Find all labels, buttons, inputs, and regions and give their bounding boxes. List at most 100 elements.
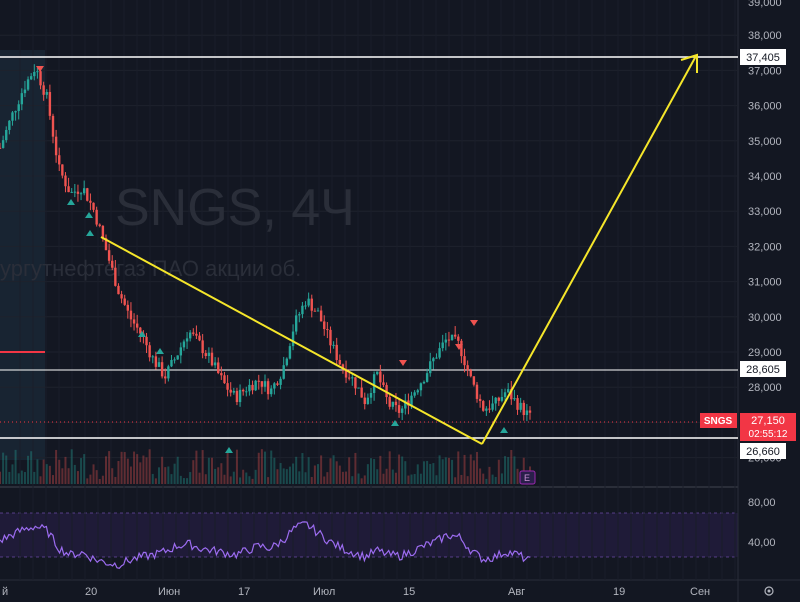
time-label-aug: Авг: [508, 586, 525, 598]
volume-bar: [370, 458, 372, 484]
volume-bar: [404, 461, 407, 484]
candle-body: [11, 112, 14, 121]
volume-bar: [391, 469, 394, 484]
candle-body: [54, 136, 58, 156]
volume-bar: [61, 468, 64, 484]
volume-bar: [469, 454, 472, 484]
candle-body: [488, 408, 491, 410]
candle-body: [357, 387, 360, 389]
candle-body: [160, 362, 164, 377]
volume-bar: [438, 455, 441, 484]
history-highlight: [0, 50, 45, 460]
candle-body: [503, 392, 507, 397]
candle-body: [263, 381, 267, 387]
candle-body: [126, 304, 130, 311]
candle-body: [294, 315, 298, 332]
candle-body: [301, 305, 304, 315]
level-tag-37405-text: 37,405: [746, 52, 780, 64]
candle-body: [254, 380, 257, 391]
time-label-jul: Июл: [313, 586, 335, 598]
candle-body: [528, 410, 532, 413]
volume-bar: [301, 453, 304, 484]
volume-bar: [136, 454, 139, 484]
candle-body: [1, 140, 5, 148]
trendline-up[interactable]: [481, 55, 697, 445]
volume-bar: [279, 463, 282, 484]
candle-body: [98, 224, 101, 226]
volume-bar: [388, 451, 391, 484]
candle-body: [429, 361, 432, 374]
price-tick: 35,000: [748, 136, 782, 148]
candle-body: [276, 383, 279, 385]
price-tick: 29,000: [748, 347, 782, 359]
candle-body: [332, 344, 335, 346]
volume-bar: [126, 458, 129, 484]
volume-bar: [360, 478, 363, 484]
volume-bar: [142, 455, 145, 484]
volume-bar: [407, 475, 410, 484]
candle-body: [129, 310, 133, 320]
volume-bar: [298, 471, 301, 484]
candle-body: [148, 345, 151, 358]
candle-body: [288, 346, 292, 359]
time-axis[interactable]: й 20 Июн 17 Июл 15 Авг 19 Сен: [2, 586, 710, 598]
candle-body: [33, 71, 36, 77]
volume-bar: [413, 474, 416, 484]
buy-signal-icon: [86, 230, 94, 236]
volume-bar: [0, 471, 1, 484]
candle-body: [114, 267, 117, 286]
candle-body: [335, 344, 338, 360]
volume-bar: [114, 476, 117, 484]
candle-body: [95, 209, 98, 225]
time-label-19: 19: [613, 586, 625, 598]
pane-divider[interactable]: [0, 486, 738, 488]
volume-bar: [176, 456, 179, 484]
price-tick: 34,000: [748, 171, 782, 183]
candle-body: [76, 191, 80, 194]
volume-bar: [64, 456, 67, 484]
price-tick: 36,000: [748, 101, 782, 113]
candle-body: [441, 342, 444, 349]
volume-bar: [170, 474, 173, 484]
sell-signal-icon: [36, 66, 44, 72]
candle-body: [185, 338, 189, 342]
candle-body: [17, 104, 20, 112]
candle-body: [79, 193, 83, 195]
level-tag-28605: [740, 361, 786, 377]
volume-bar: [220, 463, 223, 484]
price-tick-partial: 39,000: [748, 0, 782, 9]
volume-bar: [394, 472, 397, 484]
candle-body: [450, 334, 454, 341]
settings-icon[interactable]: [764, 586, 774, 596]
buy-signal-icon: [391, 420, 399, 426]
candle-body: [207, 352, 211, 357]
candle-body: [360, 387, 363, 398]
watermark-name: ургутнефтегаз ПАО акции об.: [0, 256, 301, 281]
candle-body: [363, 397, 366, 405]
volume-bar: [232, 471, 235, 484]
volume-bar: [451, 459, 454, 484]
volume-bar: [179, 475, 182, 484]
volume-bar: [2, 452, 5, 484]
candle-body: [400, 408, 404, 413]
candle-body: [422, 381, 426, 384]
volume-bar: [235, 449, 238, 484]
volume-bar: [245, 472, 248, 484]
candle-body: [232, 390, 236, 393]
volume-bar: [214, 468, 217, 484]
earnings-badge[interactable]: [519, 470, 536, 485]
candle-body: [260, 381, 264, 387]
candle-body: [167, 366, 170, 379]
candle-body: [104, 238, 108, 251]
candle-body: [151, 356, 154, 358]
candle-body: [313, 310, 317, 312]
price-tick: 30,000: [748, 312, 782, 324]
price-tick: 33,000: [748, 206, 782, 218]
candle-body: [270, 388, 273, 395]
volume-bar: [201, 450, 204, 484]
candle-body: [497, 397, 501, 401]
current-price-tag: [740, 413, 796, 441]
trendline-down[interactable]: [100, 236, 483, 445]
